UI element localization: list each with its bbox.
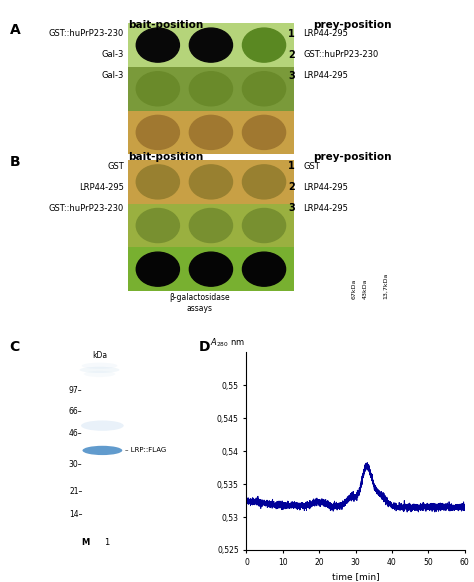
Text: prey-position: prey-position bbox=[313, 152, 392, 162]
Bar bbox=[128, 247, 294, 291]
Bar bbox=[128, 23, 294, 67]
Circle shape bbox=[242, 115, 285, 150]
Text: 67kDa: 67kDa bbox=[352, 279, 357, 299]
Text: 1: 1 bbox=[288, 161, 295, 172]
Text: 3: 3 bbox=[288, 203, 295, 214]
Text: M: M bbox=[81, 538, 90, 548]
Text: β-galactosidase
assays: β-galactosidase assays bbox=[169, 293, 229, 313]
Circle shape bbox=[189, 115, 232, 150]
Ellipse shape bbox=[84, 371, 115, 377]
Text: GST::huPrP23-230: GST::huPrP23-230 bbox=[49, 29, 124, 38]
Text: 43kDa: 43kDa bbox=[363, 279, 368, 299]
Circle shape bbox=[189, 208, 232, 243]
Bar bbox=[128, 160, 294, 204]
Text: A: A bbox=[9, 23, 20, 37]
Text: bait-position: bait-position bbox=[128, 152, 203, 162]
Text: GST: GST bbox=[303, 162, 320, 171]
Circle shape bbox=[136, 28, 179, 62]
Text: GST: GST bbox=[108, 162, 124, 171]
Circle shape bbox=[189, 72, 232, 106]
Text: 21–: 21– bbox=[69, 487, 82, 496]
Text: 46–: 46– bbox=[69, 430, 82, 438]
Text: $A_{280}$ nm: $A_{280}$ nm bbox=[210, 336, 245, 349]
Circle shape bbox=[136, 208, 179, 243]
Text: LRP44-295: LRP44-295 bbox=[303, 204, 348, 213]
Text: GST::huPrP23-230: GST::huPrP23-230 bbox=[49, 204, 124, 213]
Text: LRP44-295: LRP44-295 bbox=[303, 183, 348, 192]
Text: 97–: 97– bbox=[69, 386, 82, 395]
Text: GST::huPrP23-230: GST::huPrP23-230 bbox=[303, 50, 379, 59]
Circle shape bbox=[189, 165, 232, 199]
Text: – LRP::FLAG: – LRP::FLAG bbox=[125, 448, 166, 453]
Text: 1: 1 bbox=[104, 538, 109, 548]
Text: LRP44-295: LRP44-295 bbox=[303, 71, 348, 80]
Circle shape bbox=[242, 72, 285, 106]
Text: Gal-3: Gal-3 bbox=[102, 71, 124, 80]
Ellipse shape bbox=[81, 420, 124, 431]
Text: D: D bbox=[199, 340, 210, 354]
Circle shape bbox=[189, 252, 232, 286]
Text: 14–: 14– bbox=[69, 510, 82, 519]
Circle shape bbox=[189, 28, 232, 62]
Text: LRP44-295: LRP44-295 bbox=[79, 183, 124, 192]
Text: 3: 3 bbox=[288, 70, 295, 81]
Bar bbox=[128, 111, 294, 154]
X-axis label: time [min]: time [min] bbox=[332, 572, 379, 581]
Text: LRP44-295: LRP44-295 bbox=[303, 29, 348, 38]
Text: bait-position: bait-position bbox=[128, 20, 203, 30]
Circle shape bbox=[136, 72, 179, 106]
Text: 2: 2 bbox=[288, 182, 295, 193]
Bar bbox=[128, 204, 294, 247]
Ellipse shape bbox=[82, 363, 117, 369]
Text: 1: 1 bbox=[288, 29, 295, 39]
Text: 2: 2 bbox=[288, 49, 295, 60]
Circle shape bbox=[136, 252, 179, 286]
Text: kDa: kDa bbox=[92, 351, 108, 360]
Circle shape bbox=[242, 208, 285, 243]
Circle shape bbox=[136, 115, 179, 150]
Text: 13,7kDa: 13,7kDa bbox=[383, 273, 388, 299]
Circle shape bbox=[136, 165, 179, 199]
Text: Gal-3: Gal-3 bbox=[102, 50, 124, 59]
Circle shape bbox=[242, 165, 285, 199]
Text: C: C bbox=[9, 340, 20, 354]
Ellipse shape bbox=[80, 367, 119, 373]
Text: prey-position: prey-position bbox=[313, 20, 392, 30]
Text: 30–: 30– bbox=[69, 460, 82, 470]
Text: 66–: 66– bbox=[69, 407, 82, 416]
Circle shape bbox=[242, 28, 285, 62]
Bar bbox=[128, 67, 294, 111]
Text: B: B bbox=[9, 155, 20, 169]
Circle shape bbox=[242, 252, 285, 286]
Ellipse shape bbox=[82, 446, 122, 455]
